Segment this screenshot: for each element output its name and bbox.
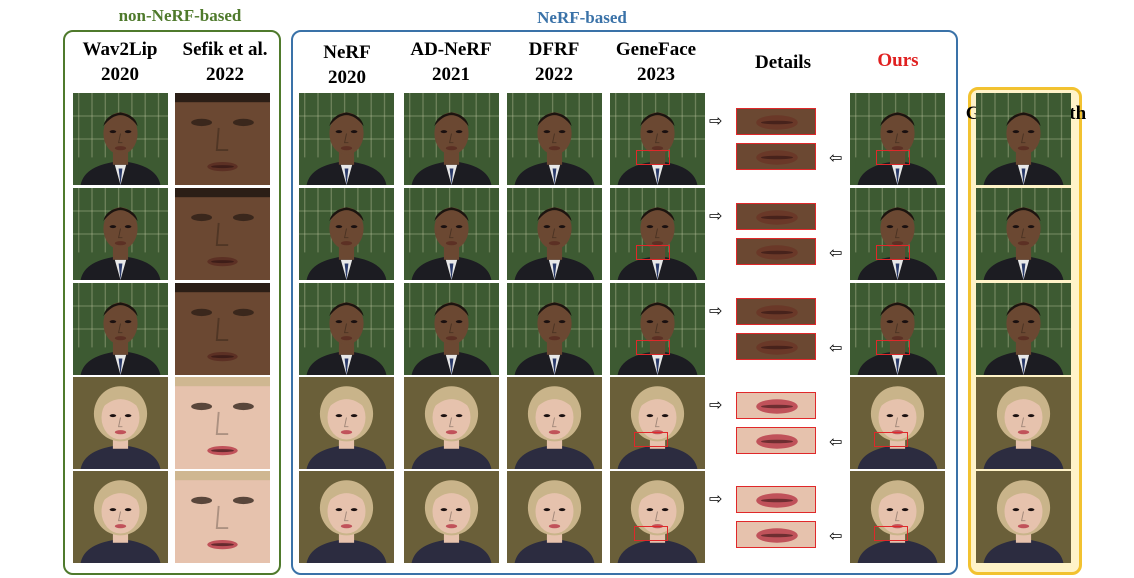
right-arrow-icon: ⇨ bbox=[709, 489, 723, 508]
column-title: Ours bbox=[877, 50, 919, 71]
nerf-group-label: NeRF-based bbox=[537, 8, 627, 27]
geneface-result-row-1 bbox=[610, 93, 705, 185]
nerf-result-row-4 bbox=[299, 377, 394, 469]
mouth-highlight-box bbox=[874, 432, 908, 447]
right-arrow-icon: ⇨ bbox=[709, 206, 723, 225]
mouth-highlight-box bbox=[636, 340, 670, 355]
nerf-result-row-3 bbox=[299, 283, 394, 375]
column-header-geneface: GeneFace 2023 bbox=[606, 37, 706, 87]
geneface-mouth-detail-row-3 bbox=[736, 298, 816, 325]
wav2lip-result-row-2 bbox=[73, 188, 168, 280]
column-header-nerf: NeRF 2020 bbox=[298, 40, 396, 90]
column-year: 2023 bbox=[637, 64, 675, 85]
mouth-highlight-box bbox=[876, 150, 910, 165]
mouth-highlight-box bbox=[636, 150, 670, 165]
ad-nerf-result-row-5 bbox=[404, 471, 499, 563]
ground-truth-result-row-1 bbox=[976, 93, 1071, 185]
ours-mouth-detail-row-2 bbox=[736, 238, 816, 265]
ground-truth-result-row-4 bbox=[976, 377, 1071, 469]
column-year: 2022 bbox=[535, 64, 573, 85]
ours-result-row-4 bbox=[850, 377, 945, 469]
nerf-group-box bbox=[291, 30, 958, 575]
ground-truth-result-row-3 bbox=[976, 283, 1071, 375]
sefik-result-row-3 bbox=[175, 283, 270, 375]
ad-nerf-result-row-3 bbox=[404, 283, 499, 375]
geneface-mouth-detail-row-5 bbox=[736, 486, 816, 513]
geneface-result-row-3 bbox=[610, 283, 705, 375]
wav2lip-result-row-5 bbox=[73, 471, 168, 563]
mouth-highlight-box bbox=[876, 340, 910, 355]
ours-mouth-detail-row-1 bbox=[736, 143, 816, 170]
ad-nerf-result-row-1 bbox=[404, 93, 499, 185]
mouth-highlight-box bbox=[874, 526, 908, 541]
left-arrow-icon: ⇦ bbox=[829, 432, 843, 451]
mouth-highlight-box bbox=[634, 526, 668, 541]
ours-result-row-2 bbox=[850, 188, 945, 280]
dfrf-result-row-1 bbox=[507, 93, 602, 185]
geneface-result-row-4 bbox=[610, 377, 705, 469]
column-title: GeneFace bbox=[615, 39, 697, 60]
column-header-dfrf: DFRF 2022 bbox=[504, 37, 604, 87]
wav2lip-result-row-1 bbox=[73, 93, 168, 185]
ours-result-row-3 bbox=[850, 283, 945, 375]
sefik-result-row-1 bbox=[175, 93, 270, 185]
ground-truth-result-row-5 bbox=[976, 471, 1071, 563]
column-year: 2022 bbox=[206, 64, 244, 85]
left-arrow-icon: ⇦ bbox=[829, 148, 843, 167]
ad-nerf-result-row-4 bbox=[404, 377, 499, 469]
sefik-result-row-5 bbox=[175, 471, 270, 563]
right-arrow-icon: ⇨ bbox=[709, 395, 723, 414]
geneface-result-row-5 bbox=[610, 471, 705, 563]
ground-truth-result-row-2 bbox=[976, 188, 1071, 280]
sefik-result-row-2 bbox=[175, 188, 270, 280]
column-header-details: Details bbox=[733, 50, 833, 75]
ours-result-row-5 bbox=[850, 471, 945, 563]
right-arrow-icon: ⇨ bbox=[709, 301, 723, 320]
column-header-ad-nerf: AD-NeRF 2021 bbox=[400, 37, 502, 87]
dfrf-result-row-4 bbox=[507, 377, 602, 469]
dfrf-result-row-5 bbox=[507, 471, 602, 563]
geneface-mouth-detail-row-4 bbox=[736, 392, 816, 419]
column-header-ours: Ours bbox=[848, 48, 948, 73]
sefik-result-row-4 bbox=[175, 377, 270, 469]
column-title: Wav2Lip bbox=[82, 39, 158, 60]
mouth-highlight-box bbox=[634, 432, 668, 447]
column-year: 2021 bbox=[432, 64, 470, 85]
column-title: Details bbox=[755, 52, 811, 73]
nerf-result-row-1 bbox=[299, 93, 394, 185]
column-year: 2020 bbox=[328, 67, 366, 88]
nerf-result-row-2 bbox=[299, 188, 394, 280]
geneface-result-row-2 bbox=[610, 188, 705, 280]
wav2lip-result-row-3 bbox=[73, 283, 168, 375]
dfrf-result-row-2 bbox=[507, 188, 602, 280]
column-title: NeRF bbox=[323, 42, 371, 63]
left-arrow-icon: ⇦ bbox=[829, 526, 843, 545]
dfrf-result-row-3 bbox=[507, 283, 602, 375]
right-arrow-icon: ⇨ bbox=[709, 111, 723, 130]
geneface-mouth-detail-row-1 bbox=[736, 108, 816, 135]
mouth-highlight-box bbox=[876, 245, 910, 260]
column-header-sefik: Sefik et al. 2022 bbox=[170, 37, 280, 87]
column-header-wav2lip: Wav2Lip 2020 bbox=[70, 37, 170, 87]
ours-mouth-detail-row-5 bbox=[736, 521, 816, 548]
ours-mouth-detail-row-3 bbox=[736, 333, 816, 360]
left-arrow-icon: ⇦ bbox=[829, 243, 843, 262]
ad-nerf-result-row-2 bbox=[404, 188, 499, 280]
mouth-highlight-box bbox=[636, 245, 670, 260]
non-nerf-group-label: non-NeRF-based bbox=[118, 6, 242, 25]
non-nerf-group-box bbox=[63, 30, 281, 575]
column-title: DFRF bbox=[528, 39, 580, 60]
nerf-result-row-5 bbox=[299, 471, 394, 563]
ours-mouth-detail-row-4 bbox=[736, 427, 816, 454]
column-year: 2020 bbox=[101, 64, 139, 85]
wav2lip-result-row-4 bbox=[73, 377, 168, 469]
ours-result-row-1 bbox=[850, 93, 945, 185]
column-title: AD-NeRF bbox=[410, 39, 492, 60]
left-arrow-icon: ⇦ bbox=[829, 338, 843, 357]
column-title: Sefik et al. bbox=[182, 39, 268, 60]
geneface-mouth-detail-row-2 bbox=[736, 203, 816, 230]
